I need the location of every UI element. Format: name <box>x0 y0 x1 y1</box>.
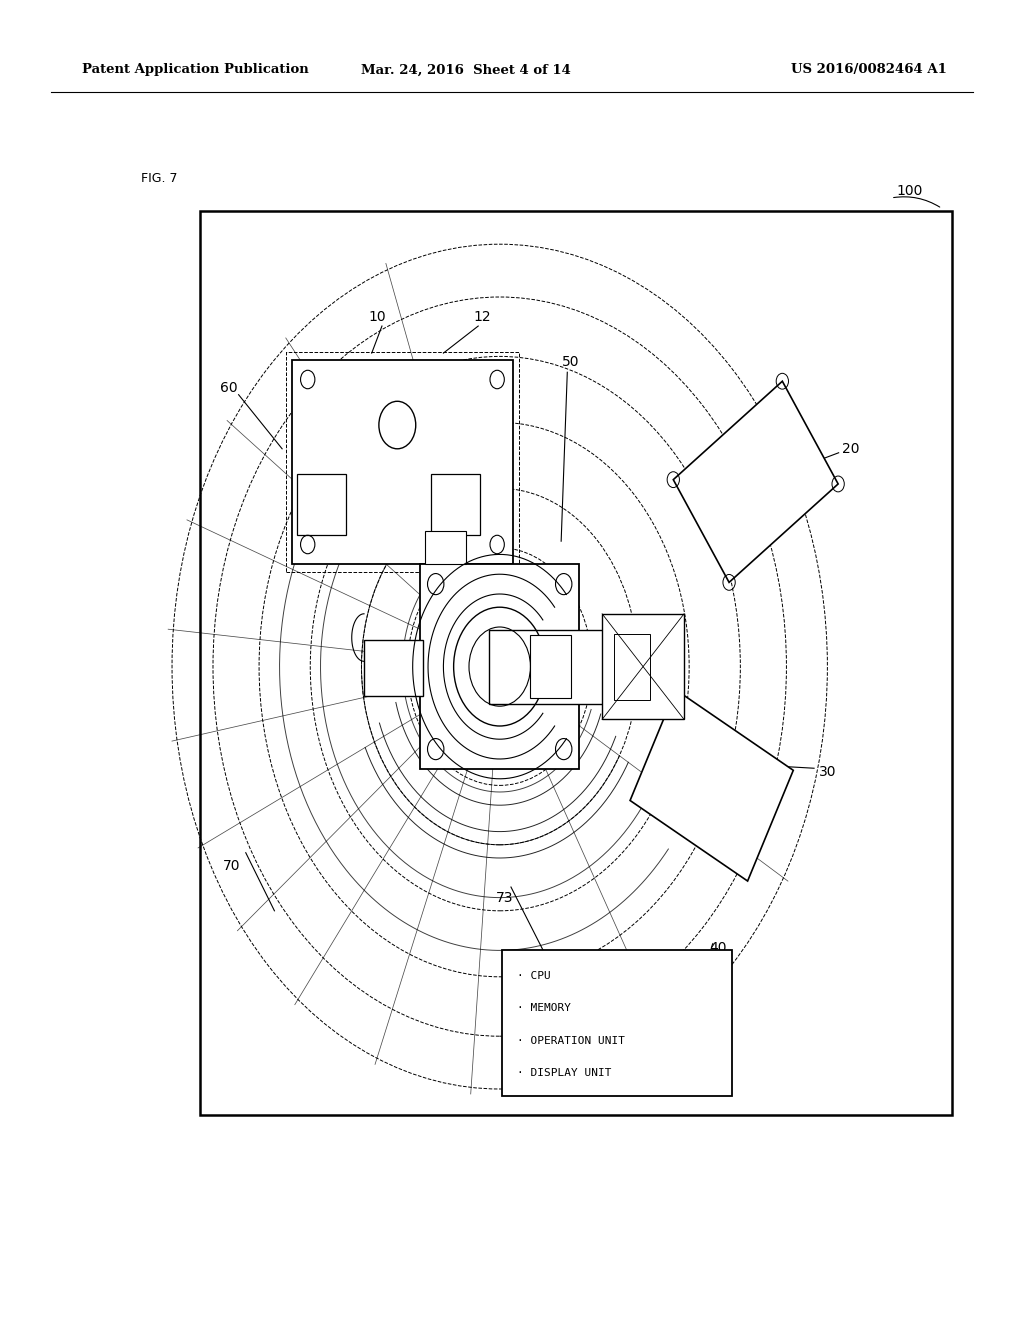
Bar <box>426 531 466 565</box>
Text: 73: 73 <box>496 891 513 904</box>
Text: Patent Application Publication: Patent Application Publication <box>82 63 308 77</box>
Text: US 2016/0082464 A1: US 2016/0082464 A1 <box>792 63 947 77</box>
Bar <box>200 211 952 1115</box>
Bar <box>365 640 424 696</box>
Text: 30: 30 <box>819 766 837 779</box>
Bar <box>530 635 571 698</box>
Text: 50: 50 <box>562 355 580 368</box>
Text: · DISPLAY UNIT: · DISPLAY UNIT <box>517 1068 611 1078</box>
Bar <box>674 381 838 582</box>
Text: · CPU: · CPU <box>517 972 551 981</box>
Text: 40: 40 <box>710 941 727 954</box>
Bar <box>614 634 650 700</box>
Bar <box>630 690 794 880</box>
Bar <box>287 351 519 573</box>
Bar <box>297 474 346 535</box>
FancyArrowPatch shape <box>712 944 713 948</box>
Text: 20: 20 <box>842 442 859 455</box>
Text: Mar. 24, 2016  Sheet 4 of 14: Mar. 24, 2016 Sheet 4 of 14 <box>361 63 570 77</box>
Text: · OPERATION UNIT: · OPERATION UNIT <box>517 1036 625 1045</box>
Text: 60: 60 <box>220 381 238 395</box>
Text: 10: 10 <box>369 310 386 323</box>
Text: FIG. 7: FIG. 7 <box>141 172 178 185</box>
Text: 12: 12 <box>473 310 490 323</box>
Bar <box>489 630 607 704</box>
Bar <box>420 565 580 768</box>
Bar <box>293 359 513 565</box>
Text: 70: 70 <box>223 859 241 873</box>
Bar <box>502 950 732 1096</box>
Text: 100: 100 <box>896 185 923 198</box>
FancyArrowPatch shape <box>894 197 940 207</box>
Text: · MEMORY: · MEMORY <box>517 1003 571 1014</box>
Bar <box>431 474 480 535</box>
Bar <box>602 614 684 719</box>
